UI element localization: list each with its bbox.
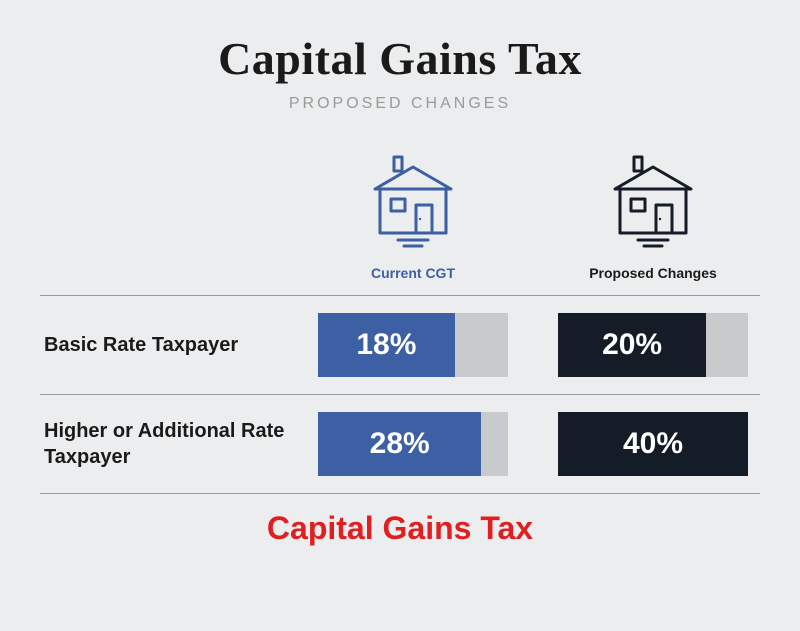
row-label-higher: Higher or Additional Rate Taxpayer [40,418,318,470]
bar-value: 28% [370,427,430,461]
bar-cell: 20% [558,313,748,377]
bar-fill: 40% [558,412,748,476]
comparison-table: Basic Rate Taxpayer 18% 20% Higher or Ad… [40,295,760,494]
table-row: Basic Rate Taxpayer 18% 20% [40,296,760,394]
row-label-basic: Basic Rate Taxpayer [40,332,318,358]
column-label-current: Current CGT [371,265,455,281]
column-headers: Current CGT Proposed Changes [0,143,800,281]
bar-cell: 18% [318,313,508,377]
header: Capital Gains Tax PROPOSED CHANGES [0,0,800,113]
page-subtitle: PROPOSED CHANGES [0,95,800,113]
watermark-overlay: Capital Gains Tax [0,510,800,547]
house-icon [598,143,708,253]
column-label-proposed: Proposed Changes [589,265,717,281]
bar-fill: 18% [318,313,455,377]
column-header-current: Current CGT [318,143,508,281]
house-icon [358,143,468,253]
divider [40,493,760,494]
bar-value: 18% [356,328,416,362]
bar-fill: 28% [318,412,481,476]
column-header-proposed: Proposed Changes [558,143,748,281]
bar-value: 20% [602,328,662,362]
bar-fill: 20% [558,313,706,377]
table-row: Higher or Additional Rate Taxpayer 28% 4… [40,395,760,493]
bar-cell: 40% [558,412,748,476]
bar-cell: 28% [318,412,508,476]
bar-value: 40% [623,427,683,461]
page-title: Capital Gains Tax [0,32,800,85]
